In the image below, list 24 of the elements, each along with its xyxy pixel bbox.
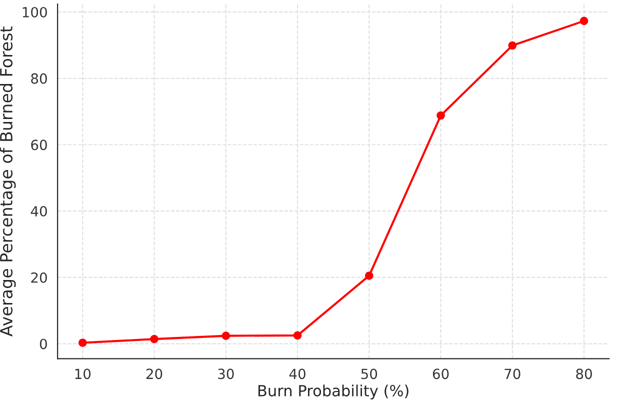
y-tick-label: 80 <box>31 73 47 84</box>
x-tick-label: 50 <box>361 368 378 380</box>
point <box>78 338 87 347</box>
y-tick-label: 20 <box>31 272 47 283</box>
y-axis-title: Average Percentage of Burned Forest <box>0 26 16 336</box>
x-tick-label: 70 <box>504 368 520 380</box>
point <box>508 41 517 50</box>
x-tick-label: 80 <box>576 368 592 380</box>
x-axis-title: Burn Probability (%) <box>258 384 408 400</box>
y-tick-label: 100 <box>22 6 47 18</box>
x-tick-label: 40 <box>289 368 306 380</box>
x-tick-label: 10 <box>75 368 91 380</box>
point <box>580 16 588 26</box>
point <box>222 332 230 340</box>
point <box>150 334 158 344</box>
y-tick-label: 0 <box>40 338 47 350</box>
point <box>364 272 374 280</box>
point <box>436 111 445 120</box>
point <box>293 331 302 340</box>
y-tick-label: 60 <box>31 140 47 150</box>
y-tick-label: 40 <box>30 206 47 217</box>
x-tick-label: 20 <box>146 368 162 380</box>
x-tick-label: 30 <box>218 368 234 380</box>
x-tick-label: 60 <box>432 368 449 380</box>
